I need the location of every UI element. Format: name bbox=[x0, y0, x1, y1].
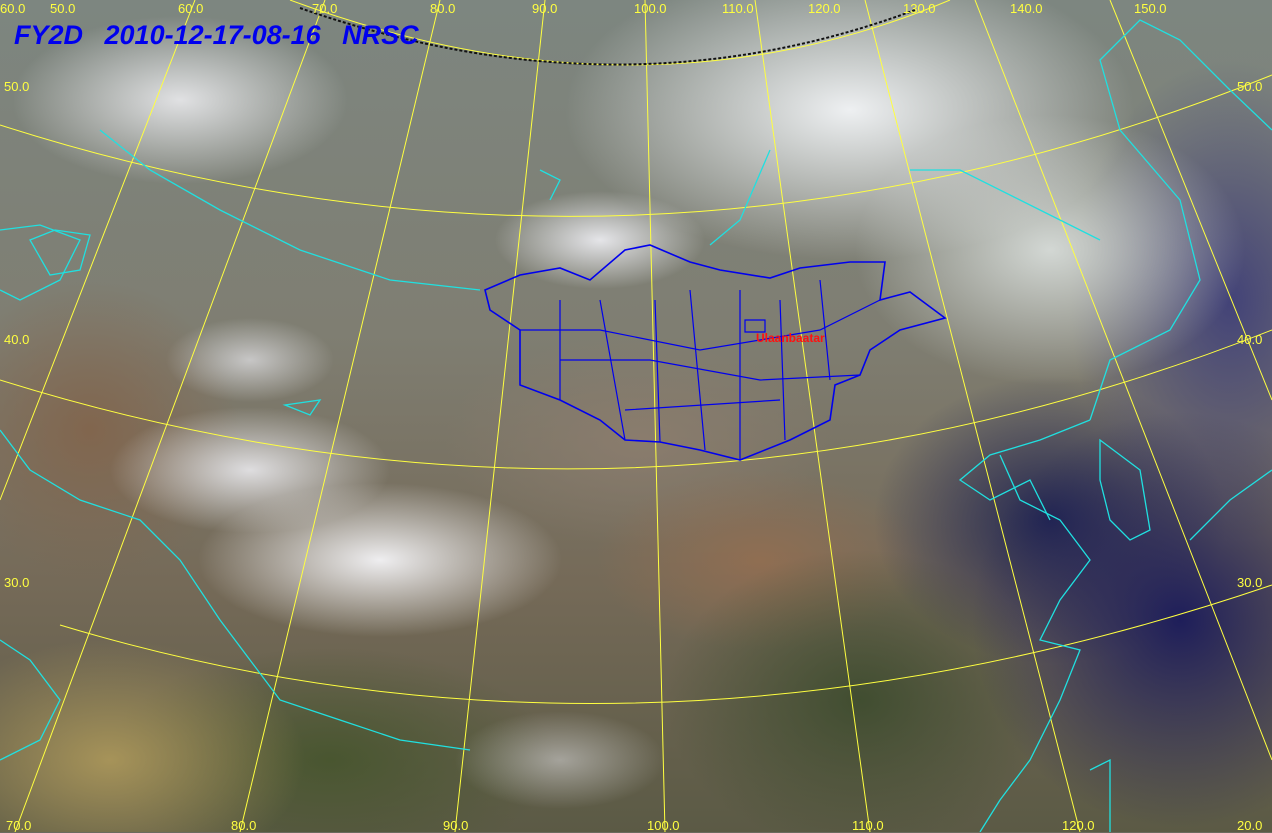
top-label: 90.0 bbox=[532, 1, 558, 16]
city-label-ulaanbaatar: Ulaanbaatar bbox=[756, 331, 825, 345]
bottom-label: 90.0 bbox=[443, 818, 469, 833]
longitude-line-120 bbox=[864, 0, 1081, 832]
top-label: 100.0 bbox=[634, 1, 667, 16]
top-label: 140.0 bbox=[1010, 1, 1043, 16]
top-label: 150.0 bbox=[1134, 1, 1167, 16]
latitude-line-30 bbox=[59, 584, 1272, 705]
top-label: 60.0 bbox=[0, 1, 26, 16]
longitude-line-140 bbox=[1109, 0, 1272, 401]
left-label: 40.0 bbox=[4, 332, 30, 347]
longitude-line-130 bbox=[974, 0, 1272, 761]
coastlines bbox=[0, 19, 1272, 832]
bottom-label: 70.0 bbox=[6, 818, 32, 833]
longitude-line-100 bbox=[644, 0, 666, 832]
left-label: 50.0 bbox=[4, 79, 30, 94]
bottom-label: 120.0 bbox=[1062, 818, 1095, 833]
right-label: 40.0 bbox=[1237, 332, 1263, 347]
longitude-line-60 bbox=[0, 0, 196, 501]
longitude-line-110 bbox=[754, 0, 871, 832]
bottom-label: 110.0 bbox=[852, 818, 884, 833]
longitude-line-90 bbox=[454, 0, 546, 832]
longitude-line-70 bbox=[14, 0, 326, 832]
left-label: 30.0 bbox=[4, 575, 30, 590]
scan-artifact-line bbox=[299, 7, 916, 66]
top-label: 110.0 bbox=[722, 1, 754, 16]
bottom-label: 100.0 bbox=[647, 818, 680, 833]
top-label: 120.0 bbox=[808, 1, 841, 16]
right-label: 30.0 bbox=[1237, 575, 1263, 590]
longitude-line-80 bbox=[239, 0, 441, 832]
top-label: 70.0 bbox=[312, 1, 338, 16]
mongolia-province-borders bbox=[520, 279, 881, 460]
image-title: FY2D 2010-12-17-08-16 NRSC bbox=[14, 20, 419, 50]
latitude-line-50 bbox=[0, 74, 1272, 217]
top-label: 50.0 bbox=[50, 1, 76, 16]
right-label: 50.0 bbox=[1237, 79, 1263, 94]
top-label: 80.0 bbox=[430, 1, 456, 16]
latitude-line-40 bbox=[0, 329, 1272, 470]
mongolia-border bbox=[484, 244, 947, 461]
right-label: 20.0 bbox=[1237, 818, 1263, 833]
top-label: 60.0 bbox=[178, 1, 204, 16]
top-label: 130.0 bbox=[903, 1, 936, 16]
bottom-label: 80.0 bbox=[231, 818, 257, 833]
